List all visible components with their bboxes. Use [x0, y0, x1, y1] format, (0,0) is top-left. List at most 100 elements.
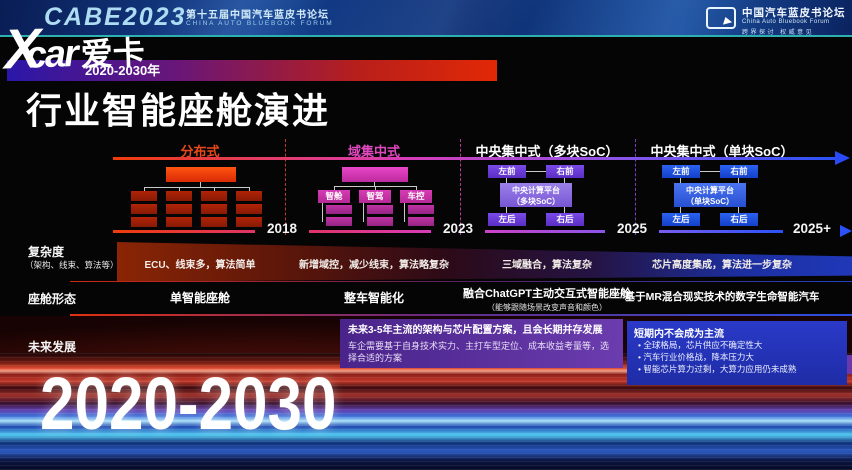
- stage-header-central-multi: 中央集中式（多块SoC）: [475, 144, 619, 159]
- timeline-arrow-head: [840, 225, 852, 237]
- domain-control-box: 车控: [400, 190, 432, 203]
- stage-divider-3: [635, 139, 636, 235]
- connector: [416, 186, 417, 190]
- complexity-value-3: 三域融合，算法复杂: [502, 260, 592, 271]
- purple-callout-title: 未来3-5年主流的架构与芯片配置方案，且会长期并存发展: [348, 325, 603, 336]
- bullet-text: 全球格局，芯片供应不确定性大: [643, 340, 763, 350]
- connector: [363, 203, 364, 222]
- ecu-box: [166, 204, 192, 214]
- bullet-icon: •: [638, 351, 641, 362]
- blue-callout-bullet-2: • 汽车行业价格战，降本压力大: [634, 352, 840, 364]
- ecu-box: [236, 217, 262, 227]
- page-title: 行业智能座舱演进: [26, 90, 331, 131]
- cursor-icon: [722, 16, 734, 28]
- diagram-domain-centralized: 智舱 智驾 车控: [300, 167, 450, 229]
- domain-master-box: [342, 167, 408, 182]
- right-logo-title-cn: 中国汽车蓝皮书论坛: [742, 7, 846, 19]
- connector: [144, 187, 145, 191]
- zone-front-left-box: 左前: [488, 165, 526, 178]
- blue-callout-bullet-3: • 智能芯片算力过剩，大算力应用仍未成熟: [634, 364, 840, 376]
- connector: [506, 207, 507, 213]
- zone-rear-right-box: 右后: [546, 213, 584, 226]
- future-label: 未来发展: [28, 340, 77, 354]
- stage-header-central-single: 中央集中式（单块SoC）: [650, 144, 794, 159]
- zone-rear-right-box: 右后: [720, 213, 758, 226]
- forum-title-cn: 第十五届中国汽车蓝皮书论坛: [186, 10, 329, 21]
- connector: [738, 207, 739, 213]
- evolution-arrow-head: [835, 151, 850, 165]
- connector: [249, 187, 250, 191]
- sub-ecu-box: [367, 217, 393, 226]
- diagram-central-multi-soc: 左前 右前 中央计算平台 （多块SoC） 左后 右后: [474, 163, 619, 229]
- central-platform-sub: （多块SoC）: [512, 197, 560, 207]
- ecu-box: [131, 204, 157, 214]
- bullet-text: 汽车行业价格战，降本压力大: [643, 351, 754, 362]
- connector: [334, 186, 335, 190]
- connector: [506, 178, 507, 183]
- ecu-box: [166, 217, 192, 227]
- connector: [564, 207, 565, 213]
- complexity-label: 复杂度: [28, 245, 65, 259]
- ecu-box: [236, 204, 262, 214]
- connector: [200, 182, 201, 187]
- future-blue-callout: 短期内不会成为主流 • 全球格局，芯片供应不确定性大 • 汽车行业价格战，降本压…: [627, 321, 847, 385]
- blue-callout-title: 短期内不会成为主流: [634, 329, 724, 340]
- bullet-icon: •: [638, 340, 641, 350]
- zone-front-right-box: 右前: [720, 165, 758, 178]
- complexity-value-1: ECU、线束多，算法简单: [144, 260, 256, 271]
- stage-header-domain: 域集中式: [347, 144, 400, 159]
- future-purple-callout: 未来3-5年主流的架构与芯片配置方案，且会长期并存发展 车企需要基于自身技术实力…: [340, 319, 623, 368]
- connector: [700, 171, 720, 172]
- cockpit-value-3: 融合ChatGPT主动交互式智能座舱: [462, 288, 632, 300]
- bluebook-logo-icon: [706, 7, 736, 29]
- sub-ecu-box: [408, 217, 434, 226]
- row-divider-1: [70, 281, 852, 282]
- zone-front-right-box: 右前: [546, 165, 584, 178]
- evolution-arrow-line: [113, 157, 837, 160]
- row-divider-2: [70, 314, 852, 316]
- ecu-box: [166, 191, 192, 201]
- year-2018: 2018: [266, 221, 298, 236]
- stage-header-distributed: 分布式: [180, 144, 220, 159]
- timeline-segment-4: [659, 230, 783, 233]
- zone-rear-left-box: 左后: [662, 213, 700, 226]
- ecu-box: [201, 191, 227, 201]
- central-platform-label: 中央计算平台: [686, 186, 734, 195]
- central-platform-sub: （单块SoC）: [686, 197, 734, 207]
- connector: [680, 178, 681, 183]
- cockpit-form-label: 座舱形态: [28, 292, 77, 306]
- connector: [738, 178, 739, 183]
- connector: [144, 187, 249, 188]
- ecu-box: [236, 191, 262, 201]
- watermark-cn: 爱卡: [80, 34, 146, 73]
- right-logo-title-en: China Auto Bluebook Forum: [742, 19, 830, 25]
- bullet-icon: •: [638, 363, 641, 374]
- central-platform-multi-box: 中央计算平台 （多块SoC）: [500, 183, 572, 207]
- cockpit-value-4: 基于MR混合现实技术的数字生命智能汽车: [624, 291, 820, 303]
- connector: [404, 203, 405, 222]
- ecu-box: [131, 217, 157, 227]
- year-2023: 2023: [442, 221, 474, 236]
- ecu-box: [201, 217, 227, 227]
- timeline-segment-2: [309, 230, 431, 233]
- complexity-value-2: 新增域控，减少线束，算法略复杂: [299, 260, 449, 271]
- timeline-segment-1: [113, 230, 255, 233]
- year-2025-plus: 2025+: [793, 221, 831, 236]
- stage-divider-1: [285, 139, 286, 235]
- central-platform-label: 中央计算平台: [512, 186, 560, 195]
- diagram-distributed: [128, 167, 273, 229]
- header-light-streaks: [0, 0, 852, 35]
- bullet-text: 智能芯片算力过剩，大算力应用仍未成熟: [643, 363, 797, 374]
- complexity-label-sub: （架构、线束、算法等）: [25, 260, 119, 270]
- complexity-value-4: 芯片高度集成，算法进一步复杂: [652, 260, 792, 271]
- timeline-segment-3: [485, 230, 605, 233]
- top-header-bar: [0, 0, 852, 37]
- connector: [680, 207, 681, 213]
- cockpit-value-2: 整车智能化: [343, 291, 404, 305]
- sub-ecu-box: [326, 217, 352, 226]
- purple-callout-body: 车企需要基于自身技术实力、主打车型定位、成本收益考量等，选择合适的方案: [348, 340, 610, 363]
- connector: [214, 187, 215, 191]
- period-banner: 2020-2030年: [7, 60, 497, 81]
- ecu-box: [131, 191, 157, 201]
